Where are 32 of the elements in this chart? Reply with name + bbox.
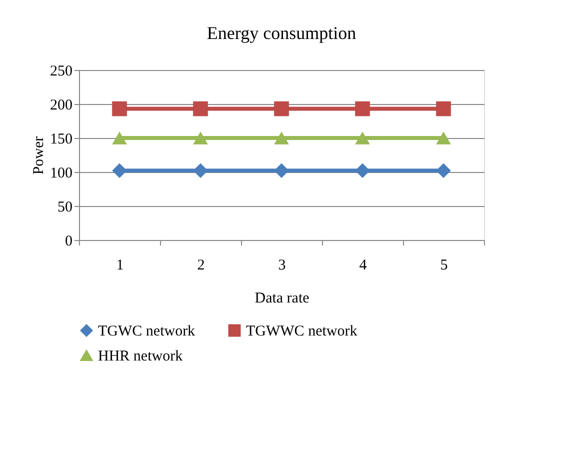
point bbox=[436, 163, 451, 178]
point bbox=[274, 132, 289, 144]
legend-label: TGWWC network bbox=[246, 324, 358, 340]
chart-title: Energy consumption bbox=[206, 23, 356, 43]
point bbox=[112, 132, 127, 144]
y-tick-label: 150 bbox=[50, 132, 72, 148]
x-axis-title: Data rate bbox=[254, 290, 310, 306]
y-tick-label: 250 bbox=[50, 64, 72, 80]
x-tick-label: 3 bbox=[278, 258, 286, 274]
y-tick-label: 50 bbox=[58, 200, 72, 216]
y-tick-label: 100 bbox=[50, 166, 72, 182]
point bbox=[436, 132, 451, 144]
point bbox=[355, 101, 370, 116]
point bbox=[355, 132, 370, 144]
legend-label: TGWC network bbox=[98, 324, 196, 340]
point bbox=[112, 101, 127, 116]
point bbox=[112, 163, 127, 178]
point bbox=[355, 163, 370, 178]
x-tick-label: 2 bbox=[197, 258, 205, 274]
point bbox=[193, 101, 208, 116]
point bbox=[193, 132, 208, 144]
x-tick-label: 4 bbox=[359, 258, 368, 274]
point bbox=[193, 163, 208, 178]
legend-label: HHR network bbox=[98, 348, 184, 364]
point bbox=[436, 101, 451, 116]
x-tick-label: 5 bbox=[440, 258, 448, 274]
point bbox=[274, 101, 289, 116]
point bbox=[274, 163, 289, 178]
y-tick-label: 200 bbox=[50, 98, 72, 114]
y-tick-label: 0 bbox=[65, 234, 72, 250]
x-tick-label: 1 bbox=[116, 258, 124, 274]
y-axis-title: Power bbox=[31, 136, 47, 175]
